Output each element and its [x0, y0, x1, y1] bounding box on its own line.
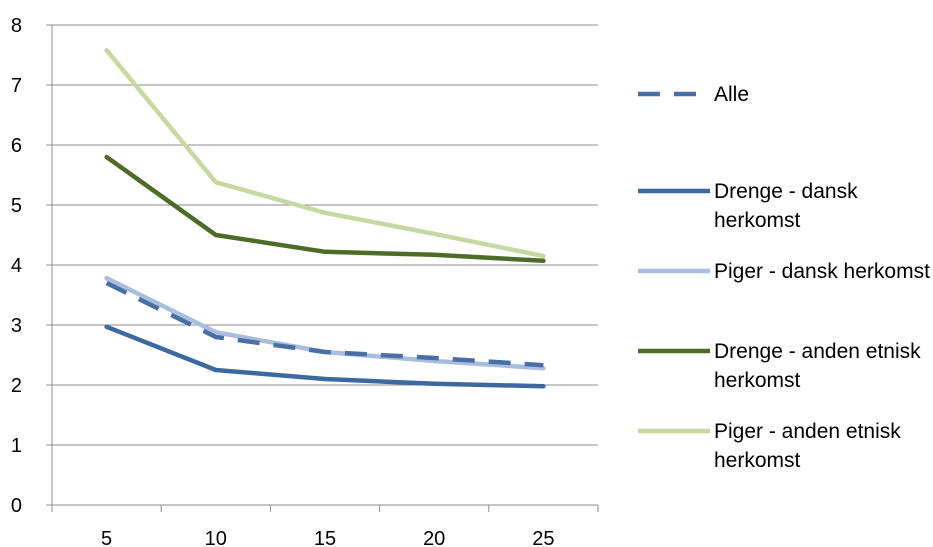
legend-swatch — [636, 265, 712, 277]
legend-swatch — [636, 345, 712, 357]
y-tick-label: 4 — [11, 255, 22, 277]
x-tick-label: 10 — [205, 528, 227, 547]
x-axis-tick-labels: 5 10 15 20 25 — [101, 528, 554, 547]
gridlines — [52, 24, 598, 446]
series-lines — [104, 47, 546, 389]
legend-label: Drenge - anden etnisk herkomst — [714, 340, 921, 392]
series-line-3 — [104, 154, 546, 264]
x-tick-label: 25 — [532, 528, 554, 547]
x-axis — [46, 24, 599, 512]
y-tick-label: 1 — [11, 435, 22, 457]
legend-swatch — [636, 88, 712, 100]
y-tick-label: 0 — [11, 495, 22, 517]
legend-label: Piger - dansk herkomst — [714, 260, 930, 283]
y-tick-label: 5 — [11, 195, 22, 217]
y-tick-label: 3 — [11, 315, 22, 337]
y-tick-label: 2 — [11, 375, 22, 397]
legend-label: Drenge - dansk herkomst — [714, 180, 858, 232]
x-tick-label: 5 — [101, 528, 112, 547]
x-tick-label: 20 — [423, 528, 445, 547]
legend-swatch — [636, 425, 712, 437]
y-tick-label: 6 — [11, 135, 22, 157]
x-tick-label: 15 — [314, 528, 336, 547]
y-tick-label: 7 — [11, 75, 22, 97]
legend-label: Piger - anden etnisk herkomst — [714, 420, 901, 472]
series-line-1 — [104, 324, 546, 389]
legend-label: Alle — [714, 83, 750, 106]
legend-swatch — [636, 185, 712, 197]
y-tick-label: 8 — [11, 15, 22, 37]
y-axis-tick-labels: 0 1 2 3 4 5 6 7 8 — [11, 15, 22, 517]
series-line-4 — [104, 47, 546, 259]
